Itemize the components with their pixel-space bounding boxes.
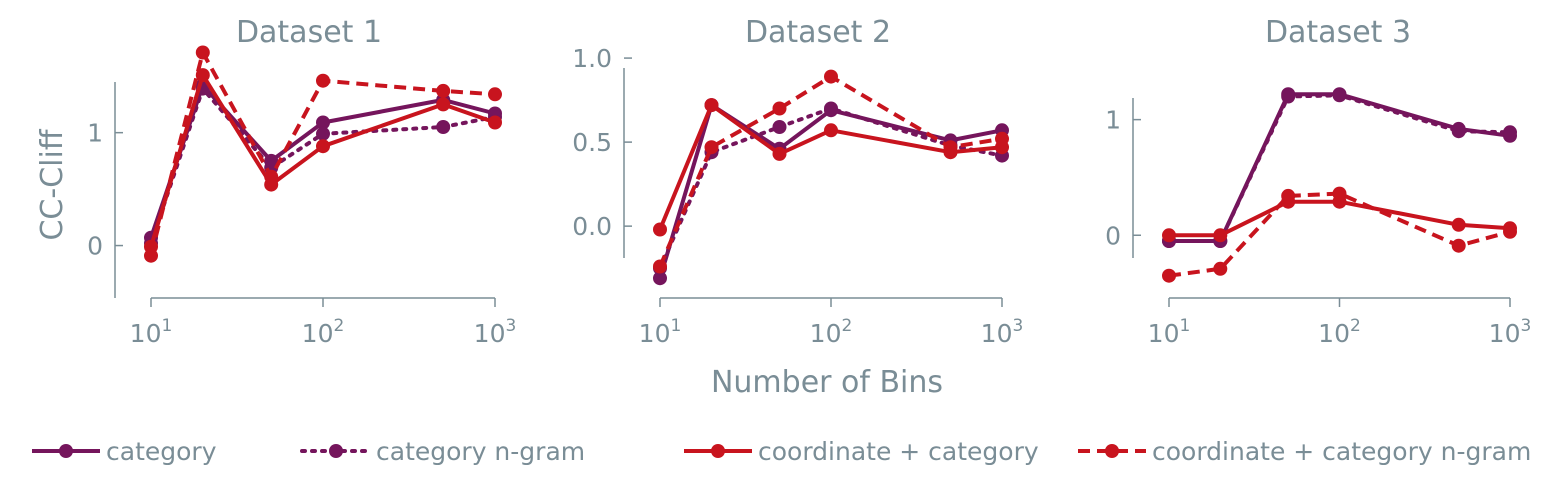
- data-point-1-4-6: [488, 87, 502, 102]
- data-point-1-4-3: [264, 169, 279, 184]
- legend-label-category: category: [106, 436, 217, 466]
- series-line-1-3: [149, 73, 496, 248]
- data-point-3-2-6: [1503, 125, 1517, 140]
- data-point-1-1-4: [316, 115, 330, 130]
- legend-label-coordinate-category: coordinate + category: [758, 436, 1039, 466]
- legend-swatch-coordinate-category-n-gram: [1078, 444, 1146, 458]
- data-point-3-3-1: [1162, 228, 1176, 243]
- x-tick-label-1-1: 102: [302, 316, 345, 348]
- data-point-2-2-4: [824, 101, 838, 116]
- x-axis-label: Number of Bins: [711, 365, 943, 400]
- y-tick-label-1-0: 0: [87, 232, 103, 261]
- legend-item-category: category: [30, 428, 217, 474]
- legend-swatch-category-n-gram: [300, 444, 372, 458]
- data-point-3-4-5: [1451, 238, 1466, 253]
- series-line-2-3: [658, 103, 1003, 231]
- data-point-1-2-4: [316, 126, 330, 141]
- series-line-2-1: [658, 103, 1003, 279]
- legend-item-coordinate-category-n-gram: coordinate + category n-gram: [1076, 428, 1531, 474]
- panel-title-1: Dataset 1: [236, 15, 382, 50]
- data-point-3-2-4: [1332, 88, 1347, 103]
- data-point-2-3-4: [824, 123, 838, 138]
- data-point-1-4-5: [436, 83, 451, 98]
- series-line-3-4: [1168, 191, 1511, 278]
- y-tick-label-3-1: 1: [1105, 106, 1121, 135]
- data-point-3-4-3: [1281, 188, 1296, 203]
- y-tick-label-2-1: 0.5: [572, 128, 612, 157]
- data-point-2-3-2: [704, 98, 719, 113]
- series-line-3-3: [1169, 199, 1511, 238]
- series-line-1-2: [149, 86, 497, 246]
- data-point-1-4-2: [195, 45, 210, 60]
- data-point-3-4-2: [1213, 261, 1228, 276]
- data-point-2-1-1: [653, 271, 667, 286]
- legend: category category n-gram coordinate + ca…: [0, 428, 1558, 474]
- legend-item-coordinate-category: coordinate + category: [682, 428, 1039, 474]
- data-point-3-2-3: [1281, 89, 1296, 104]
- series-line-2-4: [658, 74, 1003, 268]
- series-line-3-2: [1167, 93, 1512, 243]
- x-tick-label-3-1: 102: [1318, 316, 1361, 348]
- x-tick-label-2-2: 103: [981, 316, 1024, 348]
- y-tick-label-3-0: 0: [1105, 221, 1121, 250]
- data-point-2-4-4: [824, 69, 838, 84]
- panel-title-2: Dataset 2: [745, 15, 891, 50]
- data-point-1-4-1: [144, 248, 158, 263]
- data-point-2-4-3: [772, 101, 787, 116]
- y-tick-label-2-0: 0.0: [572, 212, 612, 241]
- legend-swatch-category: [32, 444, 100, 458]
- x-tick-label-3-0: 101: [1148, 316, 1191, 348]
- data-point-3-4-6: [1503, 224, 1517, 239]
- legend-label-category-n-gram: category n-gram: [376, 436, 586, 466]
- x-tick-label-3-2: 103: [1489, 316, 1532, 348]
- data-point-2-4-1: [653, 259, 667, 274]
- x-tick-label-1-0: 101: [130, 316, 173, 348]
- data-point-1-4-4: [316, 73, 330, 88]
- data-point-2-3-1: [653, 222, 667, 237]
- legend-item-category-n-gram: category n-gram: [300, 428, 585, 474]
- panel-title-3: Dataset 3: [1265, 15, 1411, 50]
- y-tick-label-1-1: 1: [87, 119, 103, 148]
- data-point-3-2-5: [1451, 124, 1466, 139]
- x-tick-label-2-0: 101: [639, 316, 682, 348]
- data-point-2-2-3: [772, 120, 787, 134]
- data-point-1-3-4: [316, 139, 330, 154]
- x-tick-label-2-1: 102: [810, 316, 853, 348]
- data-point-3-3-2: [1213, 228, 1228, 243]
- data-point-2-3-3: [772, 146, 787, 161]
- data-point-2-4-2: [704, 140, 719, 155]
- data-point-2-4-6: [995, 131, 1009, 146]
- legend-label-coordinate-category-n-gram: coordinate + category n-gram: [1152, 436, 1532, 466]
- data-point-1-3-5: [436, 97, 451, 112]
- legend-swatch-coordinate-category: [684, 444, 752, 458]
- x-tick-label-1-2: 103: [474, 316, 517, 348]
- series-line-1-4: [149, 50, 496, 257]
- series-line-2-2: [658, 106, 1004, 271]
- y-tick-label-2-2: 1.0: [572, 44, 612, 73]
- data-point-3-3-5: [1451, 217, 1466, 232]
- data-point-1-3-6: [488, 115, 502, 130]
- data-point-3-4-1: [1162, 268, 1176, 283]
- y-axis-label: CC-Cliff: [35, 128, 70, 240]
- data-point-2-4-5: [943, 140, 958, 155]
- data-point-3-4-4: [1332, 186, 1347, 201]
- data-point-1-2-5: [436, 120, 451, 134]
